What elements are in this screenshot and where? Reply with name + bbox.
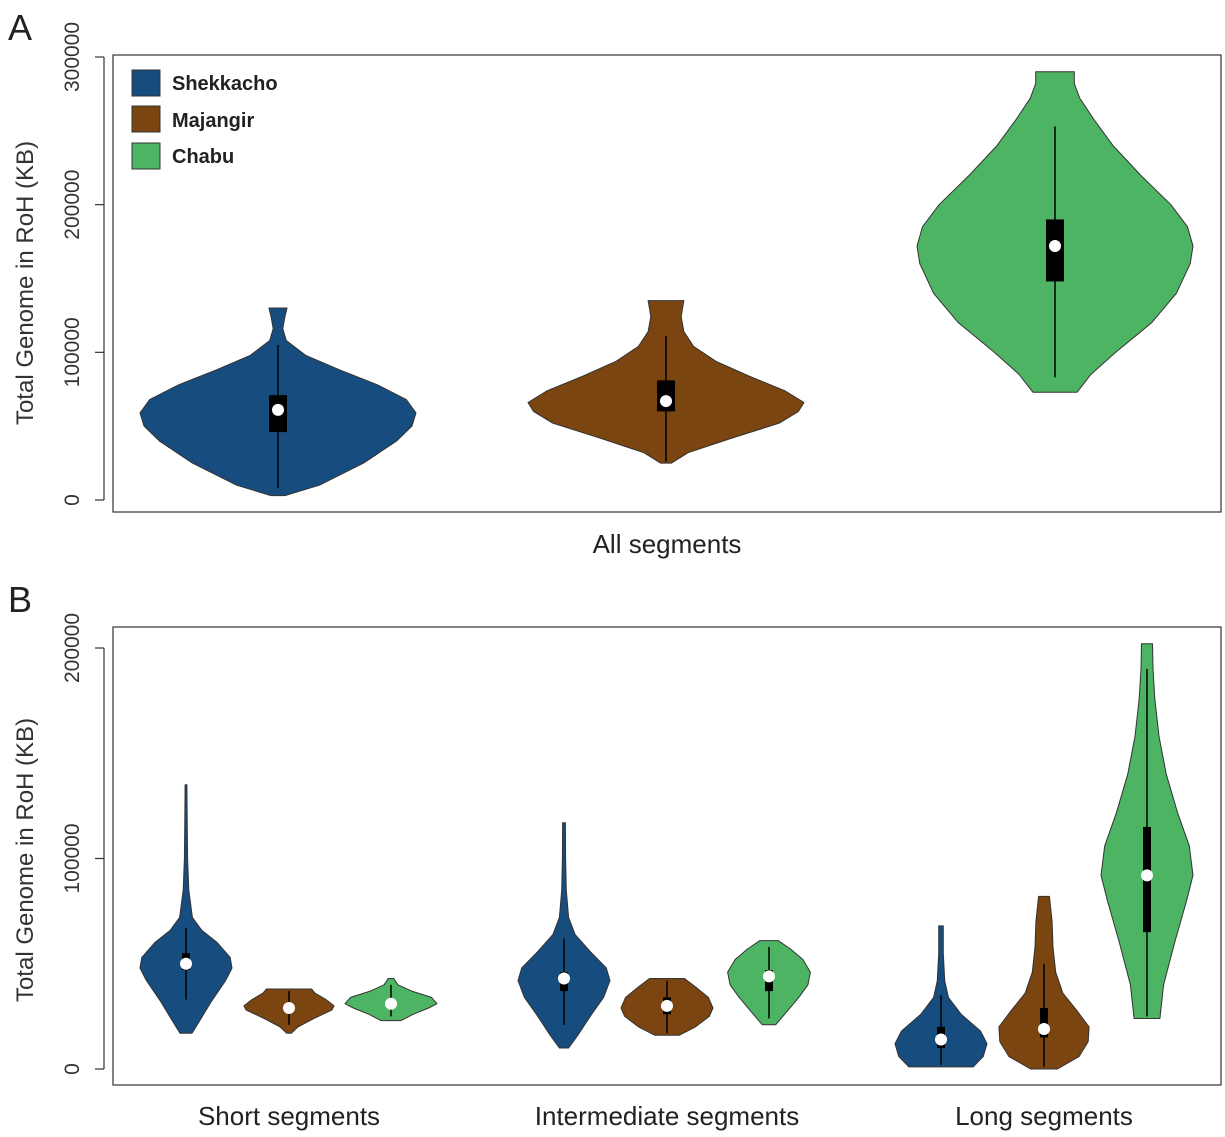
violin-long-segments-shekkacho [894,925,988,1068]
y-tick-label: 200000 [61,613,84,683]
violin-median-dot [935,1033,947,1046]
panel-b-x-category-label-short: Short segments [198,1101,380,1131]
panel-b: B Total Genome in RoH (KB) Short segment… [8,579,1222,1131]
y-tick-label: 0 [61,494,84,506]
y-tick-label: 0 [61,1063,84,1075]
violin-all-segments-shekkacho [139,307,417,497]
legend-label-majangir: Majangir [172,110,254,132]
violin-median-dot [385,997,397,1010]
violin-short-segments-majangir [243,988,335,1034]
panel-b-y-axis-label: Total Genome in RoH (KB) [12,718,39,1002]
y-tick-label: 100000 [61,317,84,387]
panel-a-letter: A [8,7,32,48]
violin-median-dot [763,970,775,983]
legend-swatch-chabu [131,142,161,170]
violin-median-dot [558,972,570,985]
violin-body [139,784,233,1034]
panel-a-y-axis-label: Total Genome in RoH (KB) [12,141,39,425]
violin-intermediate-segments-shekkacho [517,822,611,1049]
violin-median-dot [1141,869,1153,882]
legend: Shekkacho Majangir Chabu [131,69,278,170]
legend-swatch-shekkacho [131,69,161,97]
panel-b-x-category-label-intermediate: Intermediate segments [535,1101,799,1131]
violin-long-segments-majangir [998,895,1090,1070]
legend-label-shekkacho: Shekkacho [172,73,278,95]
violin-short-segments-shekkacho [139,784,233,1034]
violin-median-dot [180,957,192,970]
violin-intermediate-segments-chabu [727,940,811,1026]
y-tick-label: 300000 [61,22,84,92]
violin-all-segments-chabu [916,71,1194,393]
legend-label-chabu: Chabu [172,146,234,168]
violin-median-dot [1049,240,1061,253]
violin-long-segments-chabu [1100,643,1194,1019]
y-tick-label: 100000 [61,823,84,893]
violin-median-dot [660,395,672,408]
panel-b-letter: B [8,579,32,620]
violin-all-segments-majangir [527,300,805,464]
panel-b-x-category-label-long: Long segments [955,1101,1133,1131]
violin-median-dot [283,1001,295,1014]
panel-a-x-category-label: All segments [593,529,742,559]
y-tick-label: 200000 [61,170,84,240]
violin-median-dot [272,403,284,416]
violin-short-segments-chabu [344,978,438,1022]
violin-iqr-box [1040,1007,1048,1038]
legend-swatch-majangir [131,105,161,133]
panel-a-plot-frame [112,54,1222,513]
violin-body [517,822,611,1049]
violin-median-dot [1038,1023,1050,1036]
panel-b-plot-frame [112,626,1222,1086]
violin-median-dot [661,999,673,1012]
violin-intermediate-segments-majangir [620,978,714,1036]
panel-a: A Total Genome in RoH (KB) All segments … [8,7,1222,559]
